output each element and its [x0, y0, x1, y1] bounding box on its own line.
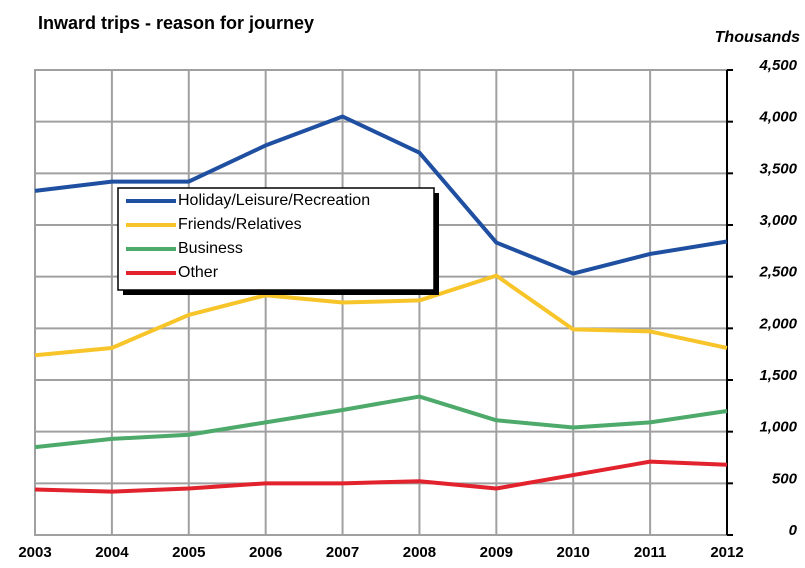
- series-line: [34, 394, 728, 450]
- y-axis-label: Thousands: [715, 29, 800, 46]
- legend-label: Other: [178, 264, 219, 281]
- y-tick-label: 1,500: [759, 367, 797, 384]
- y-tick-label: 0: [789, 522, 798, 539]
- x-tick-label: 2009: [480, 544, 513, 561]
- legend-label: Business: [178, 240, 243, 257]
- y-tick-label: 500: [772, 470, 798, 487]
- y-tick-label: 4,500: [758, 57, 797, 74]
- y-tick-label: 3,500: [759, 160, 797, 177]
- x-tick-label: 2007: [326, 544, 359, 561]
- chart-title: Inward trips - reason for journey: [38, 13, 314, 33]
- y-tick-label: 1,000: [759, 419, 797, 436]
- y-tick-label: 3,000: [759, 212, 797, 229]
- legend-label: Holiday/Leisure/Recreation: [178, 192, 370, 209]
- x-tick-label: 2003: [18, 544, 51, 561]
- series-line: [34, 273, 728, 358]
- x-tick-label: 2010: [557, 544, 590, 561]
- x-tick-label: 2005: [172, 544, 205, 561]
- y-tick-label: 2,000: [758, 315, 797, 332]
- x-tick-label: 2012: [710, 544, 743, 561]
- series-line: [34, 459, 728, 494]
- x-tick-label: 2004: [95, 544, 129, 561]
- x-tick-label: 2011: [634, 544, 667, 561]
- series-line: [34, 114, 728, 276]
- x-tick-label: 2008: [403, 544, 436, 561]
- x-tick-label: 2006: [249, 544, 282, 561]
- y-tick-label: 2,500: [758, 264, 797, 281]
- legend-label: Friends/Relatives: [178, 216, 302, 233]
- y-tick-label: 4,000: [758, 109, 797, 126]
